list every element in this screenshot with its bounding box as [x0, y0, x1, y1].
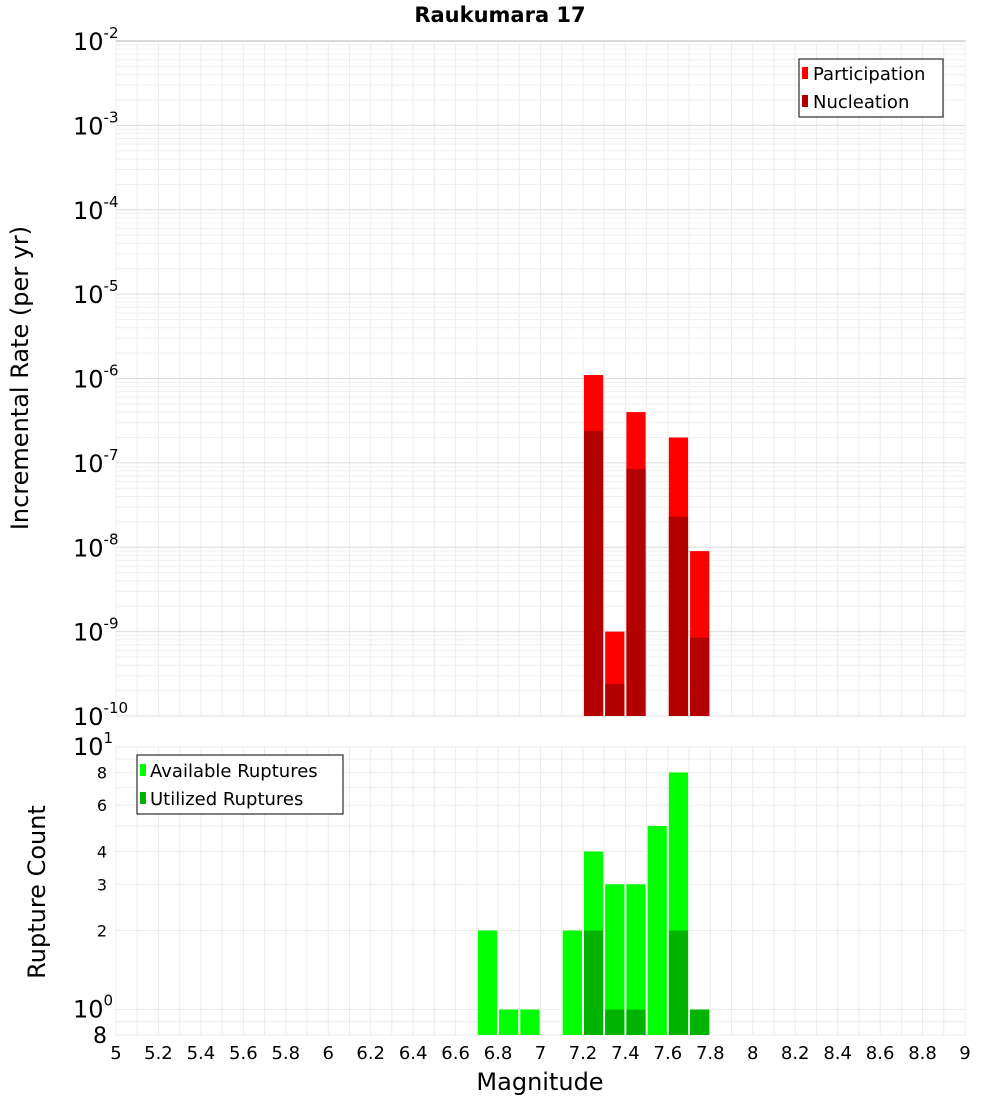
utilized-legend-swatch	[140, 792, 146, 804]
rate-legend-box	[798, 58, 944, 118]
rate-legend: Participation Nucleation	[798, 58, 944, 118]
utilized-legend-label: Utilized Ruptures	[150, 789, 303, 810]
count-y-tick-label: 8	[93, 1024, 107, 1049]
participation-legend-label: Participation	[813, 64, 925, 85]
rate-y-tick-label: 10-4	[73, 193, 119, 225]
x-tick-label: 7.8	[696, 1043, 725, 1064]
rate-y-tick-label: 10-7	[73, 446, 119, 478]
x-tick-label: 6	[323, 1043, 334, 1064]
count-utilized-ruptures-bar	[668, 930, 689, 1035]
x-tick-label: 5.6	[229, 1043, 258, 1064]
x-axis-label: Magnitude	[476, 1068, 603, 1096]
rate-bars	[583, 375, 710, 716]
rate-nucleation-bar	[605, 683, 625, 716]
x-tick-label: 7.6	[654, 1043, 683, 1064]
rate-y-tick-label: 10-3	[73, 108, 119, 140]
rate-y-axis-label: Incremental Rate (per yr)	[6, 226, 34, 530]
count-available-ruptures-bar	[647, 826, 667, 1035]
rate-y-tick-labels: 10-10 10-9 10-8 10-7 10-6 10-5 10-4 10-3 10-2	[73, 24, 128, 731]
x-tick-label: 7	[535, 1043, 546, 1064]
x-tick-label: 8.8	[908, 1043, 937, 1064]
participation-legend-swatch	[802, 67, 808, 79]
count-y-tick-label: 3	[97, 875, 107, 894]
x-tick-labels: 5 5.2 5.4 5.6 5.8 6 6.2 6.4 6.6 6.8 7 7.2 7.4 7.6 7.8 8…	[110, 1043, 970, 1064]
rate-y-tick-label: 10-10	[73, 699, 128, 731]
count-legend: Available Ruptures Utilized Ruptures	[136, 754, 344, 815]
count-y-major-tick-label: 100	[73, 992, 113, 1024]
rate-y-tick-label: 10-8	[73, 530, 119, 562]
x-tick-label: 5.2	[144, 1043, 173, 1064]
count-y-axis-label: Rupture Count	[23, 805, 51, 979]
x-tick-label: 8.2	[781, 1043, 810, 1064]
count-available-ruptures-bar	[499, 1009, 519, 1035]
x-tick-label: 8.6	[866, 1043, 895, 1064]
available-legend-swatch	[140, 764, 146, 776]
rate-y-tick-label: 10-5	[73, 277, 119, 309]
available-legend-label: Available Ruptures	[150, 761, 318, 782]
x-tick-label: 6.8	[484, 1043, 513, 1064]
count-legend-box	[136, 754, 344, 815]
count-gridlines	[115, 746, 966, 1036]
count-available-ruptures-bar	[605, 884, 625, 1035]
x-tick-label: 5.4	[187, 1043, 216, 1064]
count-y-major-tick-label: 101	[73, 729, 113, 761]
nucleation-legend-label: Nucleation	[813, 92, 909, 113]
count-y-tick-label: 6	[97, 796, 107, 815]
x-tick-label: 5	[110, 1043, 121, 1064]
count-utilized-ruptures-bar	[583, 930, 604, 1035]
x-tick-label: 6.4	[399, 1043, 428, 1064]
x-tick-label: 6.6	[441, 1043, 470, 1064]
x-tick-label: 7.4	[611, 1043, 640, 1064]
x-tick-label: 5.8	[271, 1043, 300, 1064]
count-available-ruptures-bar	[477, 930, 498, 1035]
count-utilized-ruptures-bar	[605, 1009, 625, 1035]
rate-nucleation-bar	[690, 637, 710, 716]
rate-y-tick-label: 10-6	[73, 362, 119, 394]
rate-nucleation-bar	[626, 468, 646, 716]
x-tick-label: 8.4	[823, 1043, 852, 1064]
x-tick-label: 9	[959, 1043, 970, 1064]
count-y-tick-label: 8	[97, 763, 107, 782]
chart-title: Raukumara 17	[414, 3, 585, 27]
count-utilized-ruptures-bar	[626, 1009, 646, 1035]
rate-y-tick-label: 10-2	[73, 24, 119, 56]
count-available-ruptures-bar	[520, 1009, 540, 1035]
x-tick-label: 7.2	[569, 1043, 598, 1064]
count-available-ruptures-bar	[626, 884, 646, 1035]
rate-panel: 10-10 10-9 10-8 10-7 10-6 10-5 10-4 10-3 10-2 In…	[6, 24, 966, 731]
rate-gridlines	[115, 41, 966, 717]
count-available-ruptures-bar	[562, 930, 582, 1035]
x-tick-label: 6.2	[356, 1043, 385, 1064]
count-bars	[477, 772, 710, 1035]
count-y-tick-label: 4	[97, 842, 107, 861]
rate-nucleation-bar	[668, 516, 689, 716]
nucleation-legend-swatch	[802, 95, 808, 107]
count-utilized-ruptures-bar	[690, 1009, 710, 1035]
rate-y-tick-label: 10-9	[73, 615, 119, 647]
count-y-tick-label: 2	[97, 922, 107, 941]
rate-nucleation-bar	[583, 430, 604, 716]
x-tick-label: 8	[747, 1043, 758, 1064]
